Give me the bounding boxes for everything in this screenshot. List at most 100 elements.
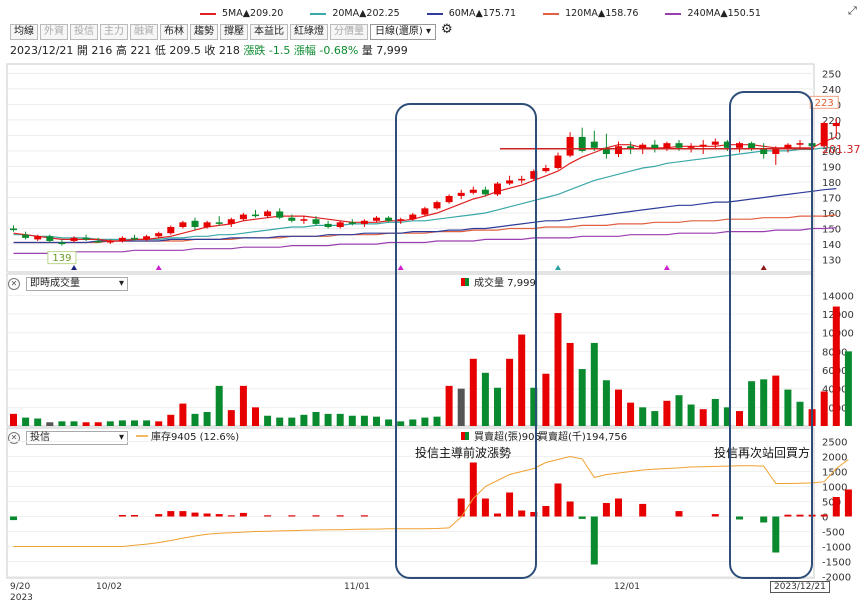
toolbar-button-ma[interactable]: 均線 <box>10 24 38 40</box>
close-icon[interactable]: ✕ <box>8 278 20 290</box>
volume-bar <box>711 398 719 426</box>
info-low: 209.5 <box>169 44 201 57</box>
ma20-line <box>13 146 837 240</box>
candle-body <box>578 136 586 151</box>
toolbar-button-pe[interactable]: 本益比 <box>250 24 288 40</box>
candle-body <box>203 222 211 227</box>
net-buy-bar <box>675 511 683 517</box>
toolbar-button-trust[interactable]: 投信 <box>70 24 98 40</box>
volume-bar <box>373 416 380 426</box>
volume-panel: 2000400060008000100001200014000 <box>7 291 854 426</box>
volume-bar <box>348 415 356 426</box>
volume-bar <box>433 416 441 426</box>
volume-bar <box>675 395 683 426</box>
net-buy-bar <box>736 516 743 520</box>
candle-body <box>82 237 90 240</box>
ma-value: ▲175.71 <box>475 8 517 19</box>
candle-body <box>421 208 429 215</box>
volume-bar <box>723 407 731 426</box>
chevron-down-icon: ▾ <box>426 26 432 37</box>
candle-body <box>373 217 380 221</box>
toolbar-button-support[interactable]: 撐壓 <box>220 24 248 40</box>
candle-body <box>457 192 465 196</box>
volume-bar <box>336 413 344 426</box>
ma-swatch <box>665 12 682 15</box>
volume-bar <box>554 313 562 426</box>
candle-body <box>602 147 610 155</box>
volume-bar <box>191 413 199 426</box>
net-value-legend: 買賣超(千)194,756 <box>538 430 627 443</box>
volume-bar <box>651 411 659 426</box>
info-vol: 7,999 <box>376 44 408 57</box>
y-tick-label: 220 <box>822 116 841 127</box>
net-buy-legend: 買賣超(張)905 <box>474 430 541 443</box>
candle-body <box>336 222 344 227</box>
candle-body <box>276 211 284 218</box>
volume-bar <box>784 389 792 426</box>
net-buy-bar <box>711 514 719 517</box>
close-icon[interactable]: ✕ <box>8 432 20 444</box>
period-select[interactable]: 日線(還原) ▾ <box>370 24 437 40</box>
candle-body <box>530 171 538 179</box>
net-buy-bar <box>10 516 17 521</box>
y-tick-label: -1000 <box>822 543 851 554</box>
net-buy-bar <box>264 515 272 517</box>
net-buy-bar <box>203 513 211 517</box>
toolbar-button-trend[interactable]: 趨勢 <box>190 24 218 40</box>
ma60-line <box>13 188 837 244</box>
y-tick-label: 2000 <box>822 453 847 464</box>
y-tick-label: 0 <box>822 513 828 524</box>
volume-bar <box>772 375 780 426</box>
candle-body <box>736 143 743 148</box>
candle-body <box>639 144 647 150</box>
candle-body <box>784 144 792 150</box>
y-tick-label: 1000 <box>822 483 847 494</box>
volume-legend: 成交量 7,999 <box>474 276 536 289</box>
volume-bar <box>421 417 429 426</box>
volume-bar <box>264 415 272 426</box>
volume-bar <box>70 421 78 426</box>
net-buy-bar <box>518 510 526 517</box>
expand-icon[interactable]: ⤢ <box>848 4 857 17</box>
candle-body <box>167 226 175 234</box>
y-tick-label: -1500 <box>822 558 851 569</box>
legend-swatch-down <box>465 432 469 440</box>
toolbar-button-price-volume[interactable]: 分價量 <box>330 24 368 40</box>
toolbar-button-margin[interactable]: 融資 <box>130 24 158 40</box>
volume-bar <box>22 417 30 426</box>
volume-bar <box>288 417 296 426</box>
toolbar-button-foreign[interactable]: 外資 <box>40 24 68 40</box>
x-label-dec01: 12/01 <box>614 582 640 592</box>
signal-marker <box>71 265 77 270</box>
ma-value: ▲150.51 <box>720 8 761 19</box>
signal-marker <box>555 265 561 270</box>
toolbar-button-traffic[interactable]: 紅綠燈 <box>290 24 328 40</box>
volume-bar <box>10 413 17 426</box>
y-tick-label: -2000 <box>822 573 851 584</box>
net-buy-bar <box>566 501 574 517</box>
y-tick-label: 160 <box>822 209 841 220</box>
highlight-box-right <box>729 91 813 579</box>
toolbar-button-major[interactable]: 主力 <box>100 24 128 40</box>
gear-icon[interactable]: ⚙ <box>441 22 453 37</box>
ma-value: ▲202.25 <box>359 8 400 19</box>
candle-body <box>288 217 296 221</box>
candle-body <box>94 240 102 243</box>
volume-indicator-select[interactable]: 即時成交量 ▾ <box>26 277 128 291</box>
net-buy-bar <box>506 492 514 517</box>
candle-body <box>179 222 187 227</box>
volume-bar <box>748 381 756 426</box>
toolbar-button-bollinger[interactable]: 布林 <box>160 24 188 40</box>
volume-bar <box>252 407 259 426</box>
volume-bar <box>844 351 852 426</box>
volume-bar <box>397 421 405 426</box>
chevron-down-icon: ▾ <box>118 278 124 289</box>
volume-bar <box>82 422 90 426</box>
chevron-down-icon: ▾ <box>118 432 124 443</box>
candle-body <box>481 189 489 195</box>
volume-bar <box>324 413 332 426</box>
volume-bar <box>179 403 187 426</box>
ma-label: 60MA <box>448 8 476 19</box>
candle-body <box>409 214 417 220</box>
